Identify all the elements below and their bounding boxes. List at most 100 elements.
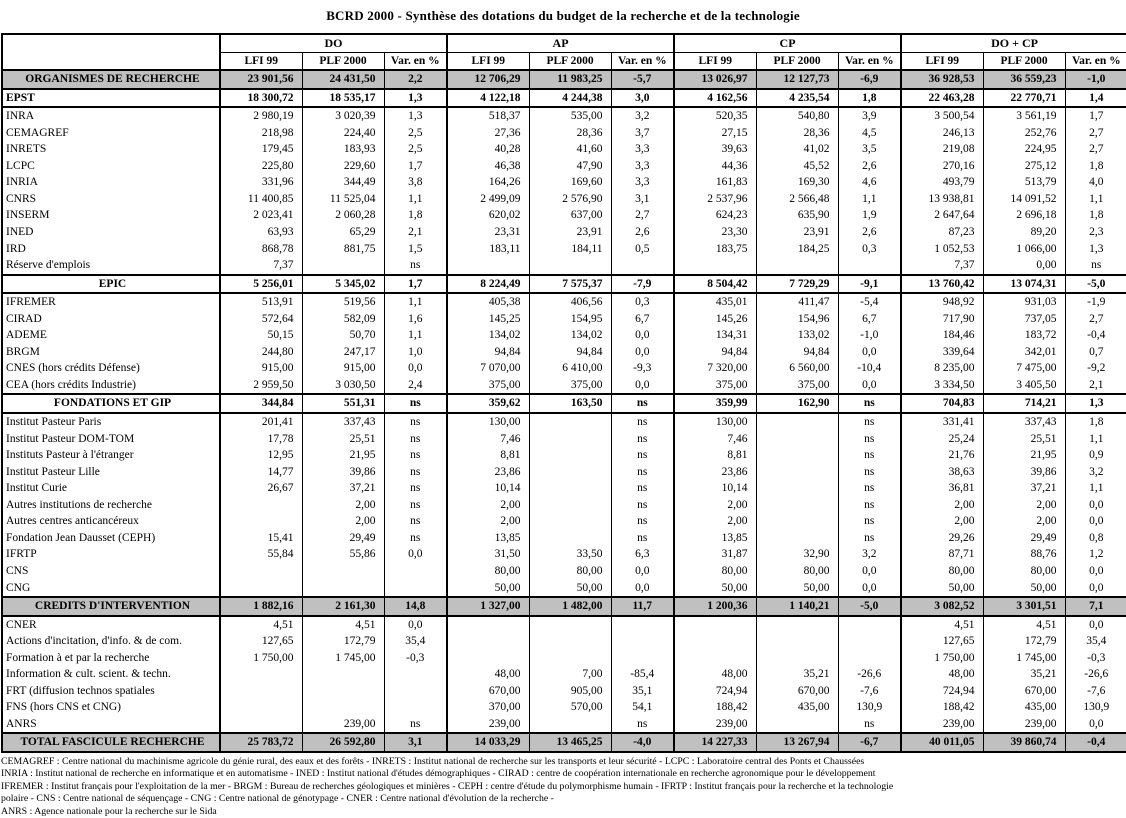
- cell: 184,25: [755, 240, 839, 258]
- cell: ns: [837, 480, 902, 497]
- cell: [528, 529, 612, 547]
- row-label: IFREMER: [1, 293, 220, 311]
- cell: 0,0: [610, 562, 675, 580]
- cell: 36 559,23: [982, 69, 1066, 90]
- cell: 23 901,56: [219, 69, 302, 90]
- cell: -10,4: [837, 360, 902, 377]
- cell: 6,7: [610, 310, 675, 328]
- cell: 0,0: [837, 343, 902, 361]
- cell: 4,51: [900, 615, 984, 634]
- cell: 183,93: [301, 141, 384, 158]
- row-label: BRGM: [1, 343, 220, 361]
- row-label: INSERM: [1, 207, 220, 225]
- cell: 3 020,39: [301, 107, 384, 125]
- cell: [755, 257, 839, 275]
- cell: 3,2: [837, 546, 902, 563]
- cell: 35,21: [755, 666, 839, 683]
- cell: 375,00: [673, 376, 757, 395]
- cell: 7 575,37: [528, 273, 612, 295]
- cell: 2 576,90: [528, 190, 612, 208]
- cell: 201,41: [219, 413, 302, 431]
- cell: 94,84: [528, 343, 612, 361]
- cell: 339,64: [900, 343, 984, 361]
- cell: [837, 633, 902, 650]
- cell: [383, 562, 448, 580]
- cell: 46,38: [446, 157, 530, 175]
- cell: -1,9: [1064, 293, 1126, 311]
- cell: 905,00: [528, 682, 612, 700]
- cell: 2,6: [837, 157, 902, 175]
- row-label: CNRS: [1, 190, 220, 208]
- cell: 520,35: [673, 107, 757, 125]
- col-header-lfi99: LFI 99: [446, 52, 530, 71]
- col-header-lfi99: LFI 99: [900, 52, 984, 71]
- cell: 3,7: [610, 124, 675, 142]
- cell: 637,00: [528, 207, 612, 225]
- cell: 7,46: [673, 430, 757, 448]
- cell: 2 696,18: [982, 207, 1066, 225]
- cell: ns: [383, 413, 448, 431]
- cell: 133,02: [755, 327, 839, 344]
- cell: 28,36: [528, 124, 612, 142]
- cell: 0,8: [1064, 529, 1126, 547]
- cell: 36,81: [900, 480, 984, 497]
- cell: 12 706,29: [446, 69, 530, 90]
- row-label: CNER: [1, 615, 220, 634]
- cell: 375,00: [528, 376, 612, 395]
- cell: 535,00: [528, 107, 612, 125]
- cell: [528, 413, 612, 431]
- row-label: CEA (hors crédits Industrie): [1, 376, 220, 395]
- cell: 3 405,50: [982, 376, 1066, 395]
- cell: 3,5: [837, 141, 902, 158]
- cell: 23,91: [755, 224, 839, 241]
- cell: 2 161,30: [301, 596, 384, 617]
- cell: 80,00: [528, 562, 612, 580]
- cell: 915,00: [219, 360, 302, 377]
- cell: 23,30: [673, 224, 757, 241]
- cell: 80,00: [982, 562, 1066, 580]
- cell: ns: [837, 513, 902, 530]
- cell: 2,00: [673, 496, 757, 514]
- cell: 25 783,72: [219, 732, 302, 753]
- cell: 45,52: [755, 157, 839, 175]
- cell: 8 235,00: [900, 360, 984, 377]
- table-row: INRIA 331,96 344,49 3,8 164,26 169,60 3,3 161,8…: [1, 174, 1126, 191]
- row-label: INRA: [1, 107, 220, 125]
- cell: 2 023,41: [219, 207, 302, 225]
- cell: 3 030,50: [301, 376, 384, 395]
- cell: 1,7: [1064, 107, 1126, 125]
- cell: ns: [610, 513, 675, 530]
- cell: [383, 682, 448, 700]
- cell: 1 052,53: [900, 240, 984, 258]
- cell: 183,72: [982, 327, 1066, 344]
- cell: -26,6: [837, 666, 902, 683]
- cell: 0,0: [837, 376, 902, 395]
- cell: 11 525,04: [301, 190, 384, 208]
- cell: 0,7: [1064, 343, 1126, 361]
- table-row: IFRTP 55,84 55,86 0,0 31,50 33,50 6,3 31,87 32,9…: [1, 546, 1126, 563]
- cell: 1,7: [383, 157, 448, 175]
- cell: [446, 615, 530, 634]
- cell: [301, 579, 384, 598]
- cell: 331,41: [900, 413, 984, 431]
- cell: 3,8: [383, 174, 448, 191]
- cell: 435,00: [755, 699, 839, 716]
- cell: 7 320,00: [673, 360, 757, 377]
- table-row: Institut Pasteur Paris 201,41 337,43 ns 130,…: [1, 413, 1126, 431]
- cell: 1,1: [383, 190, 448, 208]
- cell: [219, 699, 302, 716]
- cell: 518,37: [446, 107, 530, 125]
- table-row: IRD 868,78 881,75 1,5 183,11 184,11 0,5 183,75 1…: [1, 240, 1126, 258]
- cell: [755, 529, 839, 547]
- cell: 23,31: [446, 224, 530, 241]
- row-label: CIRAD: [1, 310, 220, 328]
- cell: 670,00: [982, 682, 1066, 700]
- cell: 2,4: [383, 376, 448, 395]
- cell: 36 928,53: [900, 69, 984, 90]
- cell: 4 122,18: [446, 87, 530, 109]
- col-group-cp: CP: [673, 34, 902, 53]
- cell: 239,00: [446, 715, 530, 734]
- cell: 1 750,00: [900, 649, 984, 667]
- cell: 2 060,28: [301, 207, 384, 225]
- cell: [673, 633, 757, 650]
